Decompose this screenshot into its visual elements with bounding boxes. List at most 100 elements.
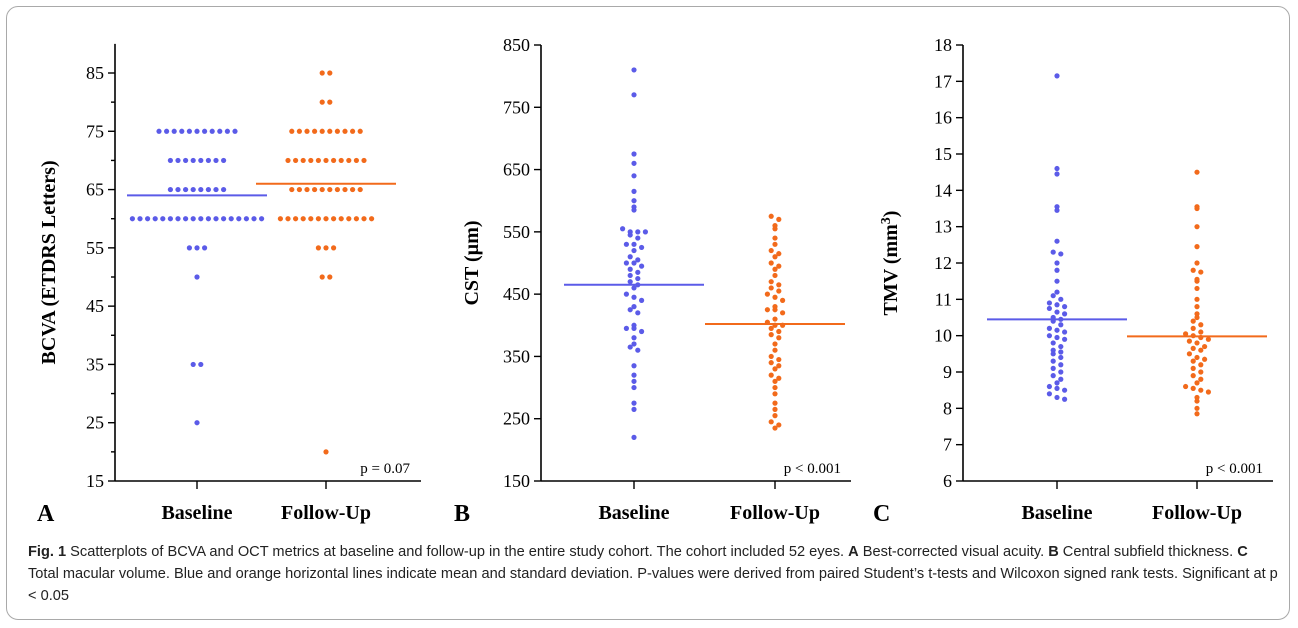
- data-point-followup: [353, 216, 359, 222]
- data-point-followup: [1190, 385, 1196, 391]
- caption-text: Total macular volume. Blue and orange ho…: [28, 566, 1278, 604]
- data-point-followup: [1198, 362, 1204, 368]
- data-point-followup: [315, 216, 321, 222]
- data-point-baseline: [1054, 385, 1060, 391]
- data-point-baseline: [1062, 336, 1068, 342]
- y-tick-label: 550: [503, 222, 530, 242]
- data-point-followup: [319, 99, 325, 105]
- data-point-baseline: [635, 347, 641, 353]
- data-point-followup: [768, 332, 774, 338]
- y-tick-label: 8: [943, 398, 952, 418]
- data-point-followup: [338, 216, 344, 222]
- data-point-followup: [1198, 322, 1204, 328]
- data-point-baseline: [1054, 309, 1060, 315]
- data-point-followup: [315, 245, 321, 251]
- data-point-followup: [346, 216, 352, 222]
- data-point-followup: [772, 226, 778, 232]
- y-tick-label: 75: [86, 121, 104, 141]
- y-tick-label: 17: [934, 71, 952, 91]
- y-tick-label: 11: [935, 289, 952, 309]
- data-point-baseline: [1054, 267, 1060, 273]
- data-point-baseline: [1050, 365, 1056, 371]
- data-point-followup: [350, 128, 356, 134]
- data-point-baseline: [213, 216, 219, 222]
- data-point-followup: [1202, 356, 1208, 362]
- data-point-baseline: [627, 344, 633, 350]
- data-point-followup: [327, 274, 333, 280]
- y-tick-label: 15: [86, 471, 104, 491]
- data-point-baseline: [137, 216, 143, 222]
- y-tick-label: 55: [86, 238, 104, 258]
- data-point-followup: [776, 328, 782, 335]
- data-point-baseline: [186, 245, 192, 251]
- data-point-followup: [1190, 345, 1196, 351]
- data-point-followup: [308, 157, 314, 164]
- data-point-followup: [334, 128, 340, 134]
- data-point-followup: [1194, 398, 1200, 404]
- data-point-followup: [361, 216, 367, 222]
- data-point-followup: [772, 241, 778, 247]
- data-point-baseline: [1058, 349, 1064, 355]
- data-point-baseline: [631, 207, 637, 213]
- data-point-baseline: [1054, 171, 1060, 177]
- data-point-followup: [772, 400, 778, 406]
- data-point-baseline: [251, 216, 257, 222]
- data-point-followup: [780, 297, 786, 303]
- data-point-baseline: [164, 128, 170, 134]
- data-point-baseline: [175, 186, 181, 193]
- data-point-baseline: [627, 266, 633, 272]
- data-point-followup: [327, 99, 333, 105]
- data-point-baseline: [156, 128, 162, 134]
- x-category-label: Follow-Up: [1152, 502, 1242, 524]
- data-point-baseline: [631, 325, 637, 331]
- data-point-baseline: [190, 216, 196, 222]
- data-point-followup: [772, 413, 778, 419]
- data-point-baseline: [167, 186, 173, 193]
- data-point-baseline: [639, 297, 645, 303]
- y-axis-label: TMV (mm3): [879, 211, 903, 316]
- data-point-followup: [768, 247, 774, 254]
- data-point-followup: [1194, 205, 1200, 212]
- data-point-followup: [1190, 365, 1196, 371]
- data-point-baseline: [190, 186, 196, 193]
- data-point-followup: [768, 360, 774, 366]
- data-point-followup: [1198, 387, 1204, 393]
- y-tick-label: 450: [503, 284, 530, 304]
- data-point-followup: [346, 157, 352, 164]
- data-point-followup: [772, 294, 778, 300]
- data-point-baseline: [129, 216, 135, 222]
- data-point-baseline: [1046, 305, 1052, 312]
- data-point-followup: [293, 157, 299, 164]
- data-point-baseline: [1062, 304, 1068, 310]
- data-point-baseline: [198, 361, 204, 368]
- data-point-followup: [1194, 405, 1200, 411]
- y-tick-label: 14: [934, 180, 952, 200]
- data-point-baseline: [635, 310, 641, 316]
- data-point-followup: [1186, 338, 1192, 344]
- data-point-followup: [285, 216, 291, 222]
- data-point-baseline: [198, 186, 204, 193]
- data-point-followup: [357, 128, 363, 134]
- data-point-baseline: [1054, 207, 1060, 213]
- data-point-followup: [1194, 296, 1200, 302]
- data-point-baseline: [221, 216, 227, 222]
- y-tick-label: 13: [934, 217, 952, 237]
- data-point-followup: [776, 282, 782, 288]
- data-point-followup: [327, 128, 333, 134]
- data-point-baseline: [639, 263, 645, 269]
- data-point-followup: [342, 128, 348, 134]
- data-point-followup: [1183, 331, 1189, 337]
- data-point-baseline: [631, 384, 637, 391]
- data-point-baseline: [209, 128, 215, 134]
- caption-text: Central subfield thickness.: [1058, 544, 1238, 560]
- data-point-followup: [289, 128, 295, 134]
- data-point-followup: [776, 251, 782, 257]
- data-point-followup: [1194, 380, 1200, 386]
- data-point-followup: [319, 70, 325, 76]
- data-point-baseline: [1054, 302, 1060, 308]
- data-point-followup: [289, 186, 295, 193]
- y-axis-label: BCVA (ETDRS Letters): [38, 160, 60, 364]
- data-point-followup: [357, 186, 363, 193]
- data-point-baseline: [243, 216, 249, 222]
- data-point-baseline: [639, 244, 645, 251]
